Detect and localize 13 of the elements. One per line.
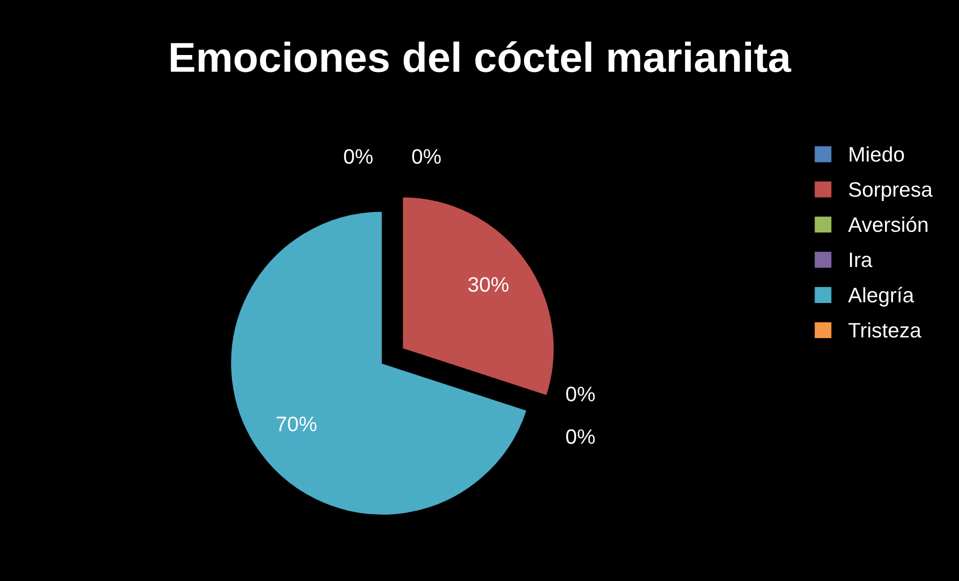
chart-title: Emociones del cóctel marianita (170, 41, 792, 72)
data-label: 70% (276, 416, 316, 432)
text: 0% (412, 149, 441, 164)
data-label: 30% (468, 277, 508, 292)
text: 0% (566, 429, 595, 444)
text: 0% (344, 149, 373, 164)
legend-label: Miedo (850, 146, 904, 162)
legend-label: Aversión (848, 216, 928, 232)
legend-label: Alegría (848, 286, 914, 307)
legend-label: Tristeza (848, 322, 922, 338)
legend-label: Sorpresa (849, 182, 933, 201)
text: 0% (566, 386, 595, 402)
legend-label: Ira (850, 252, 872, 268)
